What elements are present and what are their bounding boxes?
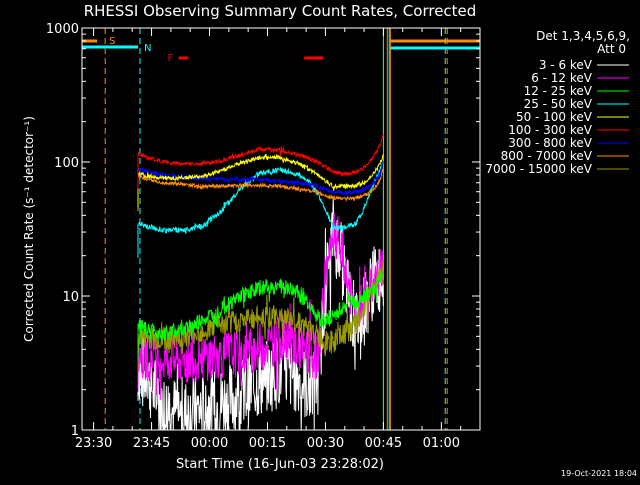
x-tick-label: 00:00 — [191, 436, 228, 451]
legend-label: 25 - 50 keV — [524, 97, 593, 111]
night-flag-label: N — [144, 43, 151, 54]
series-line-7 — [137, 168, 384, 212]
legend-label: 12 - 25 keV — [524, 84, 593, 98]
series-line-3 — [137, 161, 384, 258]
legend-label: 50 - 100 keV — [516, 110, 593, 124]
legend-title-line-2: Att 0 — [597, 42, 626, 56]
x-tick-label: 00:15 — [249, 436, 286, 451]
y-tick-label: 100 — [54, 156, 79, 171]
y-axis-label: Corrected Count Rate (s⁻¹ detector⁻¹) — [22, 116, 36, 342]
chart-title: RHESSI Observing Summary Count Rates, Co… — [84, 2, 477, 20]
saa-flag-label: S — [109, 36, 115, 47]
series-line-2 — [137, 270, 384, 361]
series-line-1 — [137, 212, 384, 400]
x-tick-label: 23:45 — [133, 436, 170, 451]
legend-title-line-1: Det 1,3,4,5,6,9, — [536, 29, 630, 43]
plot-frame — [81, 27, 481, 431]
series-line-4 — [137, 153, 384, 209]
plot-area: S N F 1 10 100 1000 23:30 23:45 00:00 00:15 00:30 00… — [46, 22, 629, 451]
legend-label: 100 - 300 keV — [508, 123, 592, 137]
y-tick-label: 10 — [62, 290, 79, 305]
y-tick-label: 1000 — [46, 22, 79, 37]
legend-label: 3 - 6 keV — [539, 58, 593, 72]
flare-flag-label: F — [168, 53, 174, 64]
series-group — [82, 28, 480, 430]
y-tick-label: 1 — [71, 424, 79, 439]
x-tick-label: 01:00 — [423, 436, 460, 451]
legend-label: 800 - 7000 keV — [501, 149, 593, 163]
x-tick-label: 00:45 — [365, 436, 402, 451]
legend-label: 300 - 800 keV — [508, 136, 592, 150]
x-axis-label: Start Time (16-Jun-03 23:28:02) — [176, 457, 384, 472]
date-stamp: 19-Oct-2021 18:04 — [561, 469, 637, 478]
legend-label: 7000 - 15000 keV — [485, 162, 592, 176]
legend-label: 6 - 12 keV — [531, 71, 593, 85]
series-line-8 — [137, 259, 384, 372]
series-line-5 — [137, 134, 384, 189]
x-tick-label: 00:30 — [307, 436, 344, 451]
x-tick-label: 23:30 — [75, 436, 112, 451]
